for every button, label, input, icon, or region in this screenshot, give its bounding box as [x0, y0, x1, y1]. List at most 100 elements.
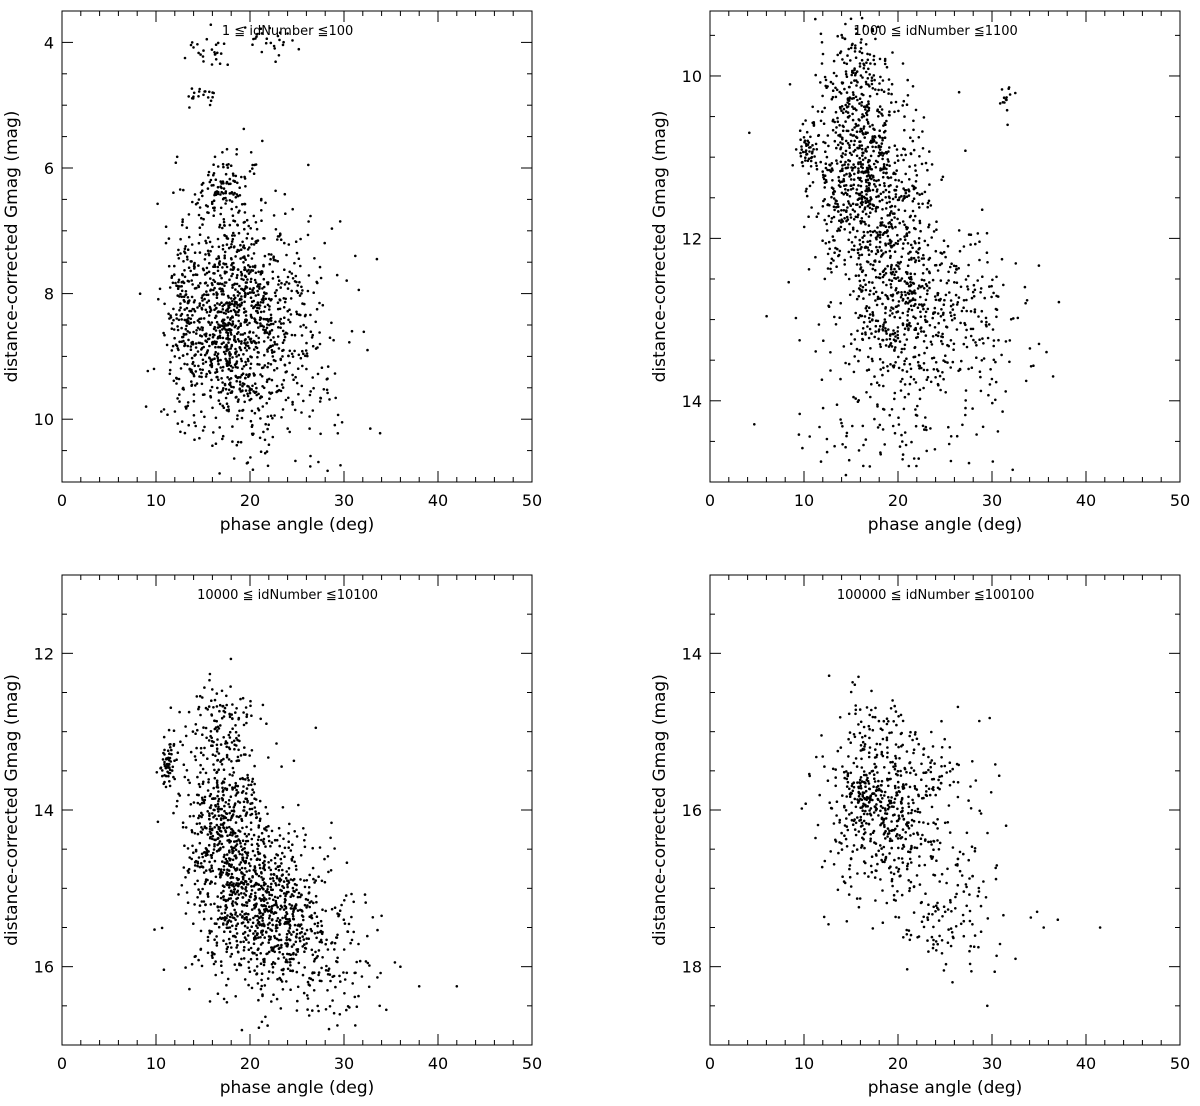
data-point [240, 819, 244, 822]
data-point [215, 817, 218, 821]
data-point [871, 311, 874, 314]
data-point [896, 233, 899, 237]
data-point [861, 285, 865, 289]
data-point [839, 185, 842, 188]
data-point [863, 234, 866, 237]
data-point [231, 934, 235, 938]
data-point [218, 472, 221, 475]
data-point [226, 874, 230, 877]
data-point [831, 128, 835, 132]
data-point [226, 166, 230, 169]
data-point [849, 139, 853, 143]
data-point [900, 255, 903, 259]
data-point [278, 907, 282, 911]
data-point [200, 831, 203, 834]
data-point [249, 227, 252, 230]
data-point [298, 294, 302, 297]
data-point [891, 197, 895, 201]
data-point [234, 255, 237, 258]
data-point [881, 428, 885, 431]
data-point [200, 306, 203, 310]
data-point [957, 229, 961, 232]
data-point [282, 306, 286, 309]
data-point [162, 408, 166, 411]
data-point [218, 303, 221, 306]
data-point [844, 139, 848, 143]
data-point [182, 388, 185, 391]
data-point [256, 351, 260, 354]
data-point [241, 384, 244, 388]
data-point [186, 869, 190, 873]
data-point [834, 202, 837, 205]
data-point [278, 844, 282, 848]
data-point [907, 328, 910, 332]
data-point [223, 256, 226, 260]
data-point [869, 347, 872, 350]
data-point [194, 346, 198, 349]
data-point [805, 194, 809, 198]
data-point [239, 357, 243, 361]
data-point [826, 134, 830, 137]
data-point [849, 342, 853, 346]
data-point [964, 323, 967, 327]
data-point [912, 119, 915, 123]
data-point [198, 822, 201, 825]
data-point [293, 860, 296, 864]
data-point [192, 321, 196, 324]
data-point [241, 921, 245, 924]
data-point [309, 330, 313, 334]
data-point [194, 849, 198, 853]
data-point [843, 217, 846, 220]
data-point [926, 168, 929, 172]
data-point [237, 850, 241, 853]
data-point [881, 329, 885, 332]
data-point [236, 294, 240, 297]
data-point [956, 301, 960, 304]
data-point [276, 301, 280, 305]
data-point [235, 788, 238, 792]
data-point [960, 309, 964, 313]
data-point [345, 279, 349, 282]
data-point [311, 409, 315, 412]
data-point [897, 109, 900, 113]
data-point [927, 225, 930, 229]
data-point [230, 809, 234, 813]
data-point [178, 285, 182, 288]
data-point [281, 916, 284, 920]
data-point [871, 281, 874, 284]
data-point [832, 187, 835, 190]
data-point [833, 315, 836, 319]
data-point [267, 839, 271, 843]
data-point [198, 841, 202, 845]
data-point [860, 147, 864, 151]
data-point [845, 215, 849, 219]
data-point [291, 373, 294, 377]
data-point [917, 241, 921, 245]
data-point [183, 308, 186, 311]
data-point [185, 306, 189, 310]
data-point [878, 183, 882, 187]
data-point [226, 63, 229, 66]
data-point [234, 730, 238, 734]
data-point [941, 342, 944, 346]
data-point [242, 940, 245, 943]
data-point [243, 860, 246, 863]
data-point [178, 400, 181, 403]
data-point [838, 124, 841, 127]
data-point [259, 911, 262, 915]
data-point [208, 827, 212, 831]
data-point [848, 85, 851, 89]
data-point [299, 356, 303, 360]
data-point [921, 424, 925, 428]
data-point [222, 855, 226, 859]
data-point [927, 199, 931, 203]
data-point [242, 932, 245, 935]
data-point [292, 889, 295, 893]
data-point [906, 296, 910, 300]
data-point [309, 390, 313, 393]
data-point [281, 408, 285, 411]
data-point [844, 191, 847, 195]
data-point [189, 269, 192, 273]
data-point [864, 222, 867, 226]
data-point [909, 281, 912, 284]
